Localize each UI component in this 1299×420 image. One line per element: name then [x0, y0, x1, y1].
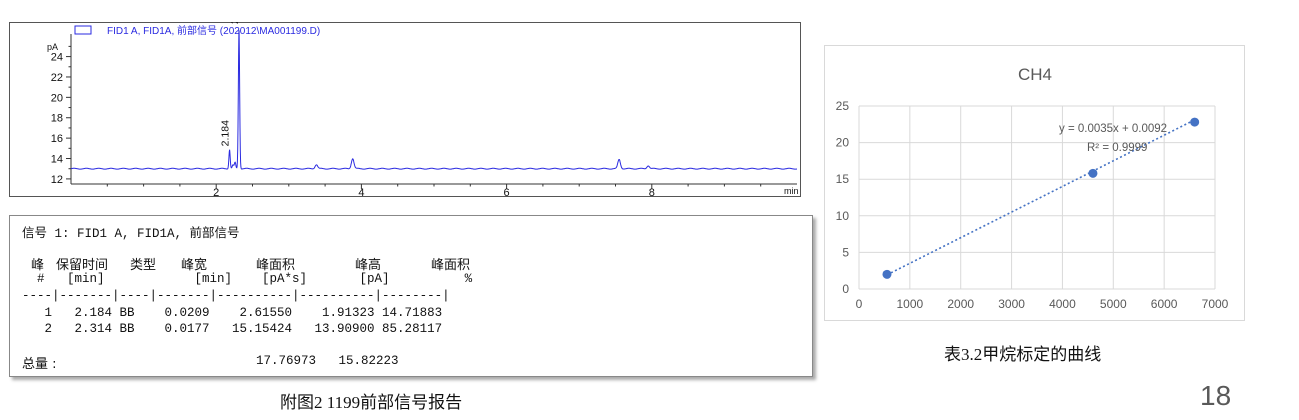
y-tick-label: 20: [51, 92, 63, 104]
y-tick-label: 15: [836, 172, 850, 186]
report-row-1: 1 2.184 BB 0.0209 2.61550 1.91323 14.718…: [22, 306, 443, 320]
y-tick-label: 20: [836, 136, 850, 150]
page-number: 18: [1200, 380, 1232, 411]
chromatogram-ylabel: pA: [47, 42, 58, 52]
report-signal-title: 信号 1: FID1 A, FID1A, 前部信号: [22, 227, 240, 241]
calibration-title: CH4: [1018, 65, 1052, 84]
calibration-trendline: [886, 119, 1196, 276]
chromatogram-legend: FID1 A, FID1A, 前部信号 (202012\MA001199.D): [107, 24, 320, 37]
x-tick-label: 7000: [1202, 297, 1229, 311]
calibration-point: [1088, 168, 1098, 178]
x-tick-label: 6000: [1151, 297, 1178, 311]
peak-label: 2.314: [229, 22, 241, 24]
x-tick-label: 4000: [1049, 297, 1076, 311]
caption-report: 附图2 1199前部信号报告: [280, 393, 463, 412]
y-tick-label: 24: [51, 52, 63, 64]
y-tick-label: 18: [51, 113, 63, 125]
x-tick-label: 5000: [1100, 297, 1127, 311]
calibration-point: [1190, 117, 1200, 127]
y-tick-label: 14: [51, 154, 63, 166]
x-tick-label: 4: [358, 187, 364, 197]
peak-label: 2.184: [220, 120, 232, 146]
chromatogram-chart: FID1 A, FID1A, 前部信号 (202012\MA001199.D) …: [9, 22, 801, 197]
y-tick-label: 25: [836, 99, 850, 113]
x-tick-label: 8: [649, 187, 655, 197]
x-tick-label: 0: [856, 297, 863, 311]
calibration-r2: R² = 0.9999: [1087, 142, 1147, 154]
report-separator: ----|-------|----|-------|----------|---…: [22, 289, 450, 303]
header-width: 峰宽: [181, 258, 208, 273]
calibration-point: [882, 269, 892, 279]
header-area: 峰面积: [256, 258, 296, 273]
header-peak: 峰: [31, 258, 45, 273]
report-units-line: # [min] [min] [pA*s] [pA] %: [22, 272, 473, 286]
calibration-svg: CH4 0 5 10 15 20 25 0 1000 2000 3000 4000 5000 6000 7…: [836, 65, 1229, 311]
header-type: 类型: [130, 258, 157, 273]
header-height: 峰高: [355, 258, 382, 273]
report-row-2: 2 2.314 BB 0.0177 15.15424 13.90900 85.2…: [22, 322, 443, 336]
header-rt: 保留时间: [56, 258, 109, 273]
x-tick-label: 2: [213, 187, 219, 197]
chromatogram-frame: [9, 22, 801, 197]
x-tick-label: 1000: [897, 297, 924, 311]
legend-swatch: [74, 25, 92, 35]
y-tick-label: 22: [51, 72, 63, 84]
calibration-chart: CH4 0 5 10 15 20 25 0 1000 2000 3000 4000 5000 6000 7…: [824, 45, 1245, 321]
integration-report: 信号 1: FID1 A, FID1A, 前部信号 峰 保留时间 类型 峰宽 峰…: [9, 215, 813, 377]
x-tick-label: 2000: [947, 297, 974, 311]
y-tick-label: 0: [842, 282, 849, 296]
report-total-values: 17.76973 15.82223: [256, 354, 399, 368]
chromatogram-xlabel: min: [784, 186, 799, 196]
caption-calibration: 表3.2甲烷标定的曲线: [944, 345, 1102, 364]
report-total-label: 总量 :: [22, 357, 57, 372]
y-tick-label: 10: [836, 209, 850, 223]
chromatogram-trace: [70, 29, 797, 170]
header-area-pct: 峰面积: [431, 258, 471, 273]
calibration-equation: y = 0.0035x + 0.0092: [1059, 123, 1167, 135]
x-tick-label: 6: [504, 187, 510, 197]
y-tick-label: 16: [51, 133, 63, 145]
x-tick-label: 3000: [998, 297, 1025, 311]
y-tick-label: 12: [51, 174, 63, 186]
y-tick-label: 5: [842, 245, 849, 259]
